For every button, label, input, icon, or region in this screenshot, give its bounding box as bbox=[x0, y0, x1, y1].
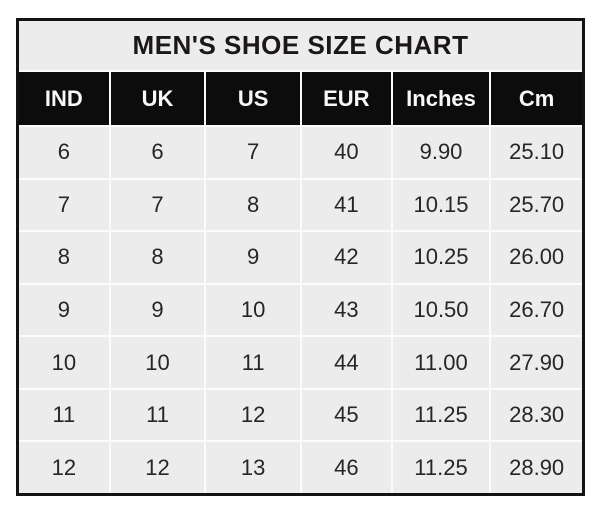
cell-row6-inches: 11.25 bbox=[392, 389, 490, 441]
cell-row5-uk: 10 bbox=[110, 337, 205, 388]
cell-row5-ind: 10 bbox=[19, 337, 109, 388]
cell-row3-us: 9 bbox=[206, 232, 300, 283]
cell-row3-eur: 42 bbox=[301, 232, 391, 283]
cell-row3-cm: 26.00 bbox=[491, 232, 582, 283]
cell-row1-cm: 25.10 bbox=[491, 127, 582, 178]
cell-row3-ind: 8 bbox=[19, 232, 109, 283]
cell-row6-uk: 11 bbox=[110, 389, 205, 441]
cell-row7-ind: 12 bbox=[19, 442, 109, 493]
cell-row4-uk: 9 bbox=[110, 284, 205, 336]
cell-row5-eur: 44 bbox=[301, 337, 391, 388]
cell-row7-uk: 12 bbox=[110, 442, 205, 493]
chart-title: MEN'S SHOE SIZE CHART bbox=[19, 21, 582, 70]
cell-row2-uk: 7 bbox=[110, 179, 205, 231]
cell-row5-us: 11 bbox=[206, 337, 300, 388]
cell-row6-ind: 11 bbox=[19, 389, 109, 441]
column-header-inches: Inches bbox=[392, 72, 490, 125]
column-header-eur: EUR bbox=[301, 72, 391, 125]
column-header-cm: Cm bbox=[491, 72, 582, 125]
cell-row6-cm: 28.30 bbox=[491, 389, 582, 441]
cell-row3-uk: 8 bbox=[110, 232, 205, 283]
cell-row7-eur: 46 bbox=[301, 442, 391, 493]
cell-row1-uk: 6 bbox=[110, 127, 205, 178]
cell-row7-inches: 11.25 bbox=[392, 442, 490, 493]
cell-row1-ind: 6 bbox=[19, 127, 109, 178]
column-header-ind: IND bbox=[19, 72, 109, 125]
cell-row1-eur: 40 bbox=[301, 127, 391, 178]
shoe-size-chart: MEN'S SHOE SIZE CHART IND UK US EUR Inch… bbox=[16, 18, 585, 496]
cell-row5-inches: 11.00 bbox=[392, 337, 490, 388]
cell-row6-eur: 45 bbox=[301, 389, 391, 441]
cell-row1-us: 7 bbox=[206, 127, 300, 178]
column-header-us: US bbox=[206, 72, 300, 125]
cell-row5-cm: 27.90 bbox=[491, 337, 582, 388]
cell-row4-inches: 10.50 bbox=[392, 284, 490, 336]
cell-row4-cm: 26.70 bbox=[491, 284, 582, 336]
cell-row1-inches: 9.90 bbox=[392, 127, 490, 178]
cell-row4-ind: 9 bbox=[19, 284, 109, 336]
cell-row7-cm: 28.90 bbox=[491, 442, 582, 493]
column-header-uk: UK bbox=[110, 72, 205, 125]
cell-row2-ind: 7 bbox=[19, 179, 109, 231]
cell-row6-us: 12 bbox=[206, 389, 300, 441]
cell-row2-cm: 25.70 bbox=[491, 179, 582, 231]
cell-row4-eur: 43 bbox=[301, 284, 391, 336]
cell-row7-us: 13 bbox=[206, 442, 300, 493]
cell-row3-inches: 10.25 bbox=[392, 232, 490, 283]
shoe-size-table: MEN'S SHOE SIZE CHART IND UK US EUR Inch… bbox=[19, 21, 582, 493]
cell-row2-eur: 41 bbox=[301, 179, 391, 231]
cell-row2-inches: 10.15 bbox=[392, 179, 490, 231]
cell-row4-us: 10 bbox=[206, 284, 300, 336]
cell-row2-us: 8 bbox=[206, 179, 300, 231]
